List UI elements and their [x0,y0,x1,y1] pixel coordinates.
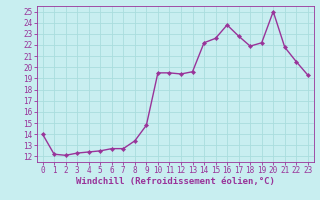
X-axis label: Windchill (Refroidissement éolien,°C): Windchill (Refroidissement éolien,°C) [76,177,275,186]
